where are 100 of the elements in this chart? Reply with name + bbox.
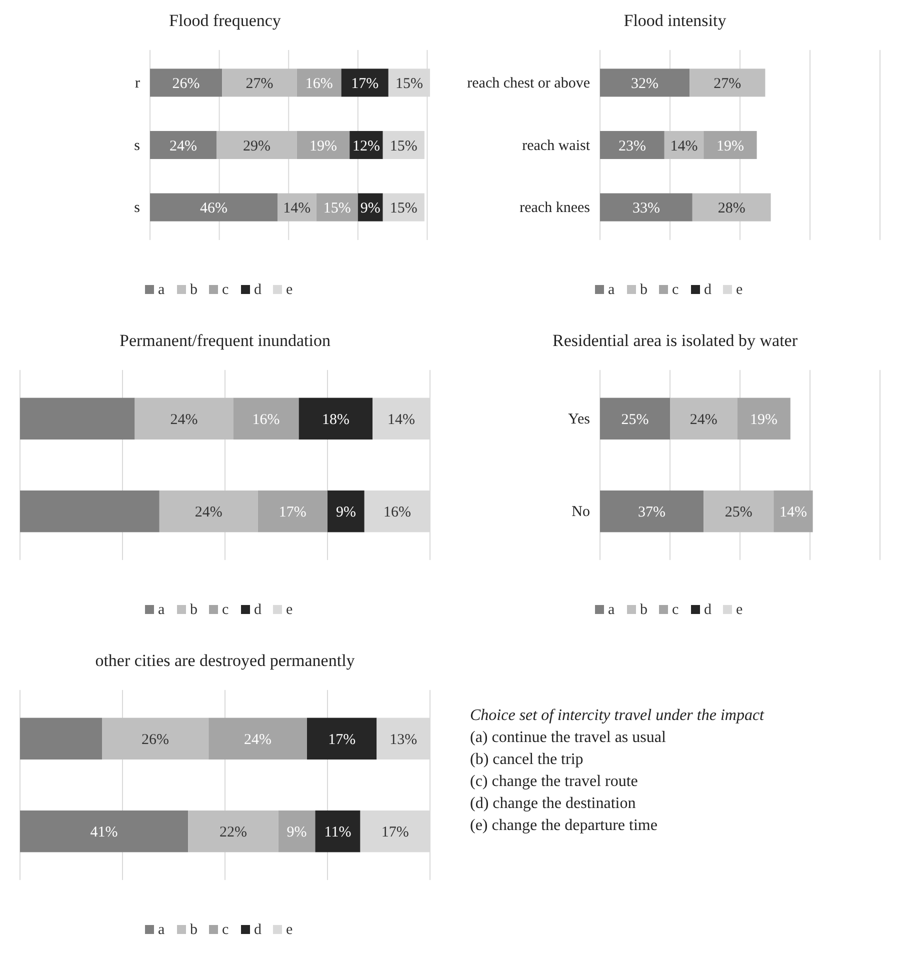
data-label: 27%: [714, 76, 742, 92]
text: (a) continue the travel as usual: [470, 729, 666, 746]
data-label: 41%: [90, 824, 118, 841]
data-label: 12%: [352, 138, 380, 154]
legend-label: b: [640, 602, 648, 618]
data-label: 32%: [631, 76, 659, 92]
bar: [382, 193, 424, 222]
legend-label: d: [254, 602, 262, 618]
data-label: 17%: [278, 504, 306, 521]
legend-label: d: [704, 602, 712, 618]
data-label: 17%: [351, 76, 379, 92]
data-label: 14%: [670, 138, 698, 154]
legend-label: e: [736, 602, 743, 618]
chart-title: other cities are destroyed permanently: [95, 651, 356, 670]
data-label: 37%: [638, 504, 666, 521]
bar: [307, 718, 377, 760]
legend-label: a: [158, 602, 165, 618]
bar: [208, 718, 307, 760]
data-label: 24%: [194, 504, 222, 521]
bar: [704, 490, 774, 532]
bar: [150, 193, 278, 222]
data-label: 15%: [390, 200, 418, 217]
legend-label: a: [608, 602, 615, 618]
legend-label: b: [190, 282, 198, 298]
bar: [600, 193, 692, 222]
data-label: 46%: [200, 200, 228, 217]
bar: [233, 398, 299, 440]
bar: [20, 490, 160, 532]
legend-label: e: [286, 602, 293, 618]
bar: [20, 718, 102, 760]
legend-label: b: [190, 602, 198, 618]
data-label: 15%: [323, 200, 351, 217]
data-label: 25%: [621, 412, 649, 428]
bar: [188, 810, 278, 852]
legend-label: c: [222, 282, 229, 298]
text: (b) cancel the trip: [470, 751, 584, 768]
bar: [316, 193, 358, 222]
data-label: 15%: [390, 138, 418, 154]
bar: [774, 490, 813, 532]
legend-label: d: [254, 922, 262, 938]
text: (d) change the destination: [470, 795, 636, 812]
bar: [315, 810, 360, 852]
data-label: 19%: [310, 138, 338, 154]
data-label: 11%: [324, 824, 352, 841]
y-tick-label: s: [134, 200, 140, 216]
text: (c) change the travel route: [470, 773, 638, 790]
bar: [258, 490, 328, 532]
data-label: 9%: [360, 200, 380, 217]
bar: [150, 130, 217, 160]
y-tick-label: No: [572, 504, 590, 520]
bar: [278, 193, 316, 222]
data-label: 9%: [336, 504, 356, 521]
data-label: 16%: [305, 76, 333, 92]
data-label: 28%: [718, 200, 746, 217]
bar: [298, 398, 373, 440]
chart-title: Permanent/frequent inundation: [119, 331, 332, 350]
bar: [20, 398, 135, 440]
text: (e) change the departure time: [470, 817, 658, 834]
legend-label: c: [672, 602, 679, 618]
data-label: 17%: [328, 732, 356, 748]
data-label: 26%: [172, 76, 200, 92]
legend-label: e: [736, 282, 743, 298]
data-label: 24%: [170, 138, 198, 154]
legend-label: d: [704, 282, 712, 298]
data-label: 25%: [724, 504, 752, 521]
bar: [134, 398, 234, 440]
data-label: 16%: [252, 412, 280, 428]
legend-label: a: [158, 922, 165, 938]
bar: [222, 68, 297, 97]
bar: [150, 68, 222, 97]
bar: [704, 130, 757, 160]
data-label: 29%: [242, 138, 270, 154]
data-label: 13%: [390, 732, 418, 748]
data-label: 9%: [286, 824, 307, 841]
data-label: 15%: [395, 76, 423, 92]
legend-label: b: [190, 922, 198, 938]
data-label: 26%: [142, 732, 170, 748]
chart-title: Residential area is isolated by water: [552, 331, 798, 350]
data-label: 14%: [388, 412, 416, 428]
bar: [382, 130, 424, 160]
bar: [737, 398, 790, 440]
data-label: 24%: [170, 412, 198, 428]
data-label: 33%: [632, 200, 660, 217]
bar: [341, 68, 388, 97]
legend-label: c: [222, 922, 229, 938]
bar: [296, 68, 342, 97]
data-label: 18%: [322, 412, 350, 428]
y-tick-label: reach chest or above: [467, 76, 590, 92]
bar: [670, 398, 738, 440]
bar: [690, 68, 766, 97]
data-label: 16%: [383, 504, 411, 521]
bar: [600, 398, 670, 440]
y-tick-label: reach knees: [520, 200, 590, 216]
bar: [216, 130, 297, 160]
data-label: 23%: [618, 138, 646, 154]
bar: [278, 810, 316, 852]
legend-label: b: [640, 282, 648, 298]
data-label: 24%: [244, 732, 272, 748]
data-label: 14%: [283, 200, 311, 217]
bar: [20, 810, 188, 852]
